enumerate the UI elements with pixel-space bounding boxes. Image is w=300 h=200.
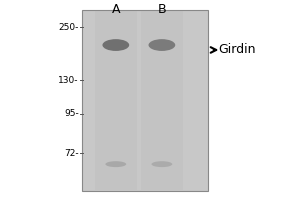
Text: Girdin: Girdin <box>218 43 256 56</box>
Text: A: A <box>112 3 120 16</box>
Bar <box>82 10 208 191</box>
Ellipse shape <box>105 161 126 167</box>
Bar <box>141 11 183 190</box>
Text: 130-: 130- <box>58 76 79 85</box>
Ellipse shape <box>152 161 172 167</box>
Text: B: B <box>158 3 166 16</box>
Ellipse shape <box>102 39 129 51</box>
Text: 250-: 250- <box>58 23 79 32</box>
Text: 95-: 95- <box>64 109 79 118</box>
Ellipse shape <box>148 39 175 51</box>
Text: 72-: 72- <box>64 149 79 158</box>
Bar <box>95 11 136 190</box>
